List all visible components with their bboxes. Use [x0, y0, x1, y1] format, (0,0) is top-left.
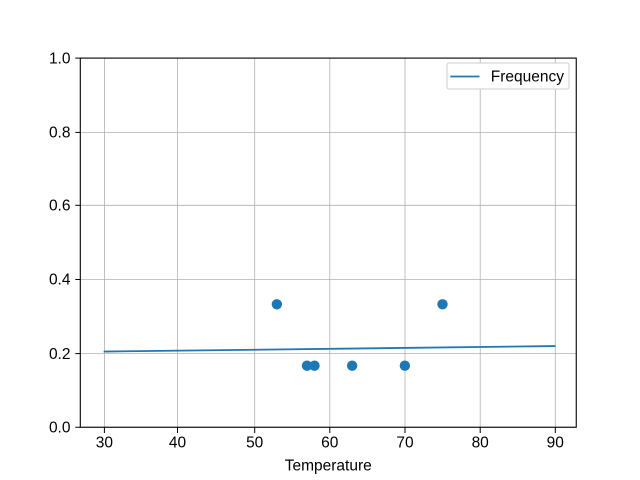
svg-text:Temperature: Temperature	[285, 458, 372, 475]
svg-text:90: 90	[547, 435, 565, 452]
svg-text:30: 30	[96, 435, 114, 452]
svg-text:1.0: 1.0	[49, 50, 71, 67]
svg-text:0.4: 0.4	[49, 272, 71, 289]
svg-text:Frequency: Frequency	[491, 69, 564, 86]
svg-text:0.8: 0.8	[49, 125, 71, 142]
svg-text:0.2: 0.2	[49, 346, 71, 363]
svg-text:60: 60	[321, 435, 339, 452]
svg-text:0.6: 0.6	[49, 198, 71, 215]
svg-text:50: 50	[246, 435, 264, 452]
svg-text:70: 70	[396, 435, 414, 452]
svg-text:40: 40	[169, 435, 187, 452]
svg-text:0.0: 0.0	[49, 419, 71, 436]
svg-text:80: 80	[472, 435, 490, 452]
